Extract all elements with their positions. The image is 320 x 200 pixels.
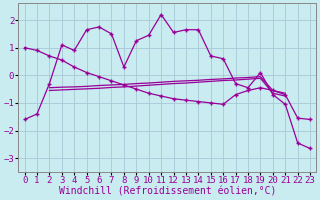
X-axis label: Windchill (Refroidissement éolien,°C): Windchill (Refroidissement éolien,°C) bbox=[59, 187, 276, 197]
